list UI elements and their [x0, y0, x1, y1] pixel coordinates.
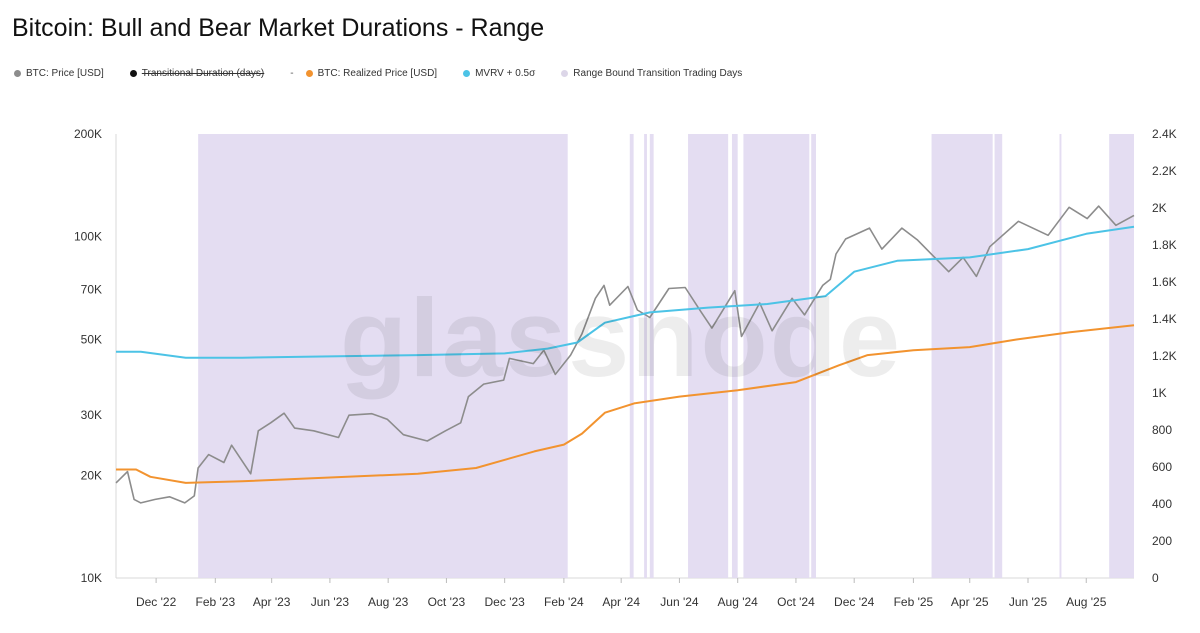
x-tick-label-16: Aug '25	[1066, 595, 1107, 609]
x-tick-label-9: Jun '24	[660, 595, 699, 609]
legend-label-mvrv: MVRV + 0.5σ	[475, 68, 536, 79]
y-right-tick-label-4: 800	[1152, 423, 1172, 437]
range-bound-band-10	[1059, 134, 1062, 578]
range-bound-band-5	[731, 134, 738, 578]
x-tick-label-8: Apr '24	[602, 595, 640, 609]
y-right-tick-label-12: 2.4K	[1152, 127, 1177, 141]
y-right-tick-label-9: 1.8K	[1152, 238, 1177, 252]
y-right-tick-label-7: 1.4K	[1152, 312, 1177, 326]
y-right-tick-label-3: 600	[1152, 460, 1172, 474]
range-bound-band-6	[743, 134, 810, 578]
range-bound-band-9	[994, 134, 1003, 578]
watermark: glassnode	[340, 277, 903, 400]
legend-marker-price	[14, 70, 21, 77]
x-tick-label-10: Aug '24	[718, 595, 759, 609]
legend-marker-range-bound	[561, 70, 569, 77]
x-tick-label-4: Aug '23	[368, 595, 409, 609]
chart-title: Bitcoin: Bull and Bear Market Durations …	[12, 14, 545, 42]
y-left-tick-label-0: 10K	[81, 571, 102, 585]
range-bound-band-11	[1109, 134, 1134, 578]
y-right-tick-label-11: 2.2K	[1152, 164, 1177, 178]
x-tick-label-5: Oct '23	[428, 595, 466, 609]
range-bound-band-8	[931, 134, 993, 578]
y-left-tick-label-5: 100K	[74, 230, 102, 244]
x-tick-label-2: Apr '23	[253, 595, 291, 609]
y-right-tick-label-1: 200	[1152, 534, 1172, 548]
legend-label-price: BTC: Price [USD]	[26, 68, 104, 79]
y-right-tick-label-10: 2K	[1152, 201, 1167, 215]
y-left-tick-label-4: 70K	[81, 283, 102, 297]
legend-marker-transitional-duration	[129, 70, 137, 77]
y-left-tick-label-2: 30K	[81, 408, 102, 422]
x-tick-label-12: Dec '24	[834, 595, 875, 609]
legend-label-range-bound: Range Bound Transition Trading Days	[573, 68, 743, 79]
x-tick-label-0: Dec '22	[136, 595, 177, 609]
range-bound-band-7	[811, 134, 816, 578]
legend-marker-mvrv	[463, 70, 471, 77]
y-right-tick-label-5: 1K	[1152, 386, 1167, 400]
y-left-tick-label-3: 50K	[81, 332, 102, 346]
legend-item-range-bound[interactable]: Range Bound Transition Trading Days	[561, 68, 742, 79]
x-tick-label-11: Oct '24	[777, 595, 815, 609]
x-tick-label-1: Feb '23	[195, 595, 235, 609]
y-left-tick-label-1: 20K	[81, 468, 102, 482]
legend-item-mvrv[interactable]: MVRV + 0.5σ	[463, 68, 535, 79]
legend-marker-realized-price	[305, 70, 313, 77]
y-right-tick-label-2: 400	[1152, 497, 1172, 511]
x-tick-label-7: Feb '24	[544, 595, 584, 609]
range-bound-band-1	[629, 134, 634, 578]
series-line-btc-realized-price-usd	[116, 324, 1135, 484]
x-tick-label-15: Jun '25	[1009, 595, 1048, 609]
legend-label-transitional-duration: Transitional Duration (days)	[141, 68, 265, 79]
x-tick-label-13: Feb '25	[894, 595, 934, 609]
range-bound-band-4	[688, 134, 729, 578]
x-tick-label-6: Dec '23	[485, 595, 526, 609]
y-right-tick-label-8: 1.6K	[1152, 275, 1177, 289]
x-tick-label-14: Apr '25	[951, 595, 989, 609]
legend-item-transitional-duration[interactable]: Transitional Duration (days)	[129, 68, 265, 79]
y-right-tick-label-6: 1.2K	[1152, 349, 1177, 363]
x-tick-label-3: Jun '23	[311, 595, 350, 609]
y-left-tick-label-6: 200K	[74, 127, 102, 141]
legend-item-price[interactable]: BTC: Price [USD]	[14, 68, 104, 79]
series-line-mvrv-0-5	[116, 225, 1135, 359]
legend-separator: -	[290, 68, 294, 79]
legend-item-realized-price[interactable]: BTC: Realized Price [USD]	[305, 68, 438, 79]
range-bound-band-3	[649, 134, 654, 578]
legend-label-realized-price: BTC: Realized Price [USD]	[317, 68, 438, 79]
y-right-tick-label-0: 0	[1152, 571, 1159, 585]
range-bound-band-2	[644, 134, 647, 578]
legend: BTC: Price [USD] Transitional Duration (…	[14, 68, 768, 79]
series-line-btc-price-usd	[115, 205, 1135, 504]
